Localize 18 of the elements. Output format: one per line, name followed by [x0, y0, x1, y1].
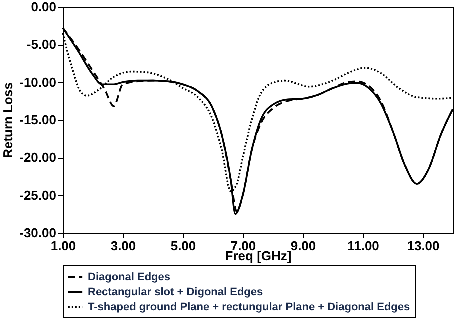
- x-tick-label: 1.00: [50, 238, 76, 254]
- legend-label: Diagonal Edges: [88, 272, 171, 284]
- y-tick-label: -5.00: [26, 37, 56, 52]
- y-tick-label: -20.00: [20, 150, 56, 166]
- x-tick-label: 7.00: [230, 238, 256, 254]
- y-tick-label: -30.00: [20, 226, 56, 240]
- x-tick-label: 11.00: [348, 238, 380, 254]
- x-tick-label: 5.00: [170, 238, 196, 254]
- y-tick-label: 0.00: [31, 0, 56, 14]
- y-tick-label: -25.00: [20, 188, 56, 203]
- y-tick-label: -15.00: [20, 112, 56, 128]
- x-tick-label: 13.00: [407, 238, 440, 254]
- x-tick-label: 3.00: [110, 238, 136, 254]
- x-tick-label: 9.00: [290, 238, 316, 254]
- y-tick-label: -10.00: [20, 74, 56, 90]
- legend-label: T-shaped ground Plane + rectungular Plane + Diagonal Edges: [88, 302, 410, 314]
- legend-label: Rectangular slot + Digonal Edges: [88, 286, 264, 298]
- y-axis-title: Return Loss: [0, 82, 16, 158]
